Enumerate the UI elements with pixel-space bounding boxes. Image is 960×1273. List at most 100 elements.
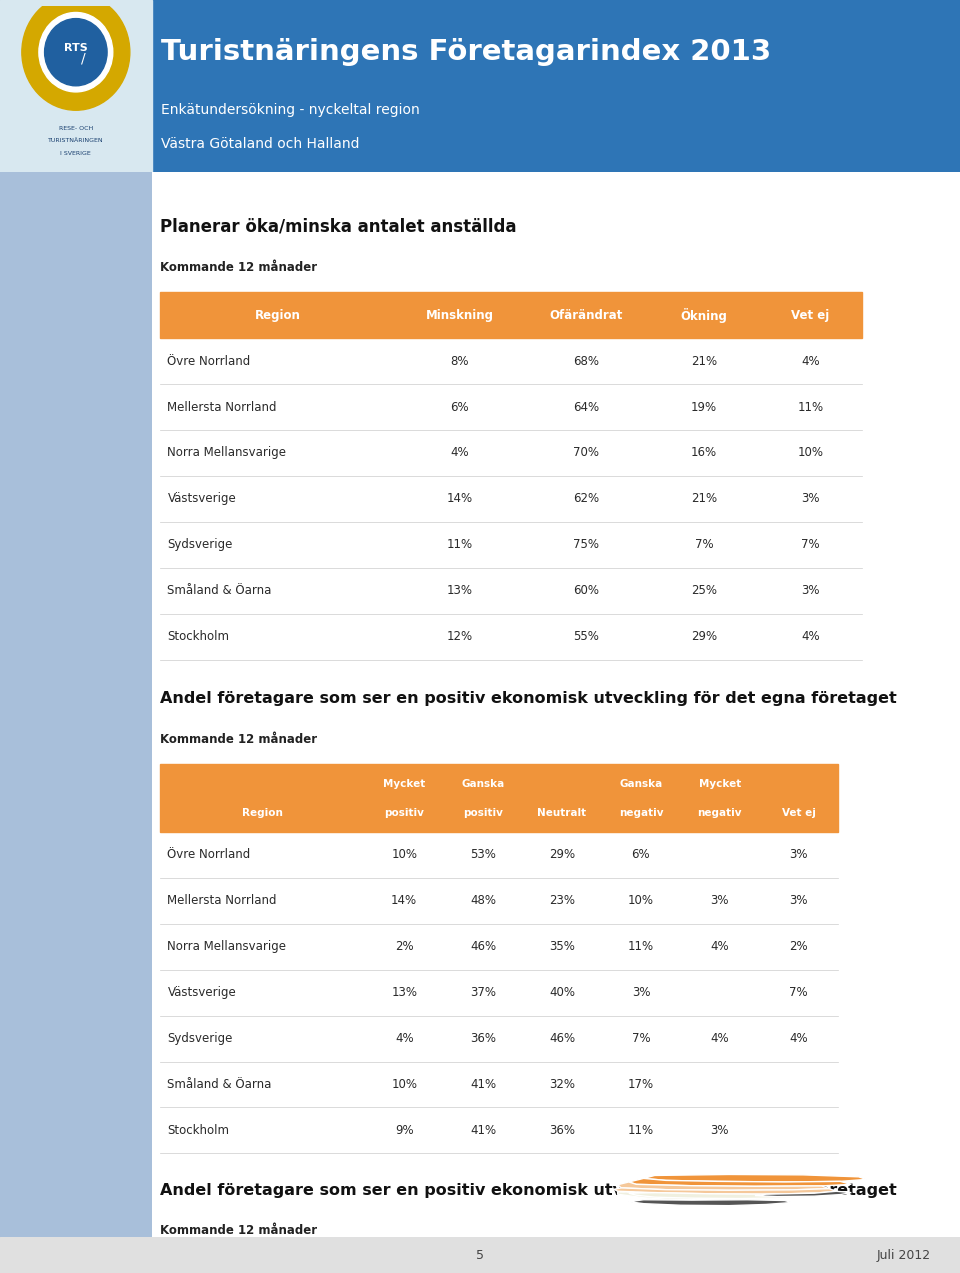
Text: Ofärändrat: Ofärändrat — [549, 308, 622, 322]
Text: Västra Götaland och Halland: Västra Götaland och Halland — [161, 137, 360, 151]
Text: I SVERIGE: I SVERIGE — [60, 150, 91, 155]
Text: 14%: 14% — [446, 493, 472, 505]
Text: Övre Norrland: Övre Norrland — [159, 1258, 243, 1270]
Text: 14%: 14% — [391, 894, 418, 908]
Text: RTS: RTS — [64, 42, 87, 52]
Polygon shape — [629, 1193, 822, 1199]
Text: 46%: 46% — [549, 1032, 575, 1045]
Text: Mycket: Mycket — [383, 779, 425, 789]
Text: negativ: negativ — [618, 808, 663, 817]
Text: 46%: 46% — [470, 941, 496, 953]
Text: 9%: 9% — [395, 1124, 414, 1137]
Text: Turistnäringens Företagarindex 2013: Turistnäringens Företagarindex 2013 — [161, 38, 772, 66]
Bar — [152, 0, 960, 172]
Text: 41%: 41% — [470, 1078, 496, 1091]
Text: Småland & Öarna: Småland & Öarna — [167, 584, 272, 597]
Text: Ganska: Ganska — [619, 779, 662, 789]
Text: 11%: 11% — [628, 941, 654, 953]
Text: 3%: 3% — [710, 894, 729, 908]
Text: 55%: 55% — [573, 630, 599, 643]
Text: 13%: 13% — [446, 584, 472, 597]
Text: 4%: 4% — [802, 630, 820, 643]
Text: 21%: 21% — [691, 493, 717, 505]
Text: Mellersta Norrland: Mellersta Norrland — [167, 894, 277, 908]
Text: Stockholm: Stockholm — [167, 630, 229, 643]
Text: positiv: positiv — [463, 808, 503, 817]
Text: 53%: 53% — [470, 848, 496, 862]
Text: 63%: 63% — [389, 1258, 415, 1270]
Text: 62%: 62% — [572, 493, 599, 505]
Text: 11%: 11% — [628, 1124, 654, 1137]
Text: Minskning: Minskning — [425, 308, 493, 322]
Text: Sydsverige: Sydsverige — [167, 538, 233, 551]
Text: Vet ej: Vet ej — [781, 808, 816, 817]
Text: 70%: 70% — [573, 447, 599, 460]
Polygon shape — [755, 1192, 852, 1197]
Text: 4%: 4% — [789, 1032, 808, 1045]
Text: 4%: 4% — [450, 447, 468, 460]
Text: 35%: 35% — [549, 941, 575, 953]
Circle shape — [39, 13, 112, 92]
Text: 2%: 2% — [395, 941, 414, 953]
Text: 48%: 48% — [470, 894, 496, 908]
Text: Norra Mellansvarige: Norra Mellansvarige — [167, 447, 286, 460]
Text: Västsverige: Västsverige — [167, 493, 236, 505]
Polygon shape — [629, 1199, 792, 1206]
Polygon shape — [617, 1192, 703, 1199]
Text: 29%: 29% — [691, 630, 717, 643]
Text: 4%: 4% — [802, 355, 820, 368]
Text: positiv: positiv — [384, 808, 424, 817]
Text: 29%: 29% — [549, 848, 575, 862]
Text: 3%: 3% — [802, 493, 820, 505]
Text: Region: Region — [255, 308, 300, 322]
Text: negativ: negativ — [698, 808, 742, 817]
Text: 7%: 7% — [789, 987, 808, 999]
Text: 13%: 13% — [391, 987, 418, 999]
Text: Mycket: Mycket — [699, 779, 741, 789]
Polygon shape — [629, 1179, 852, 1186]
Text: Stockholm: Stockholm — [167, 1124, 229, 1137]
Text: Region: Region — [242, 808, 282, 817]
Text: Andel företagare som ser en positiv ekonomisk utveckling för det egna företaget: Andel företagare som ser en positiv ekon… — [159, 691, 897, 707]
Text: 64%: 64% — [572, 401, 599, 414]
Text: Norra Mellansvarige: Norra Mellansvarige — [167, 941, 286, 953]
Text: 10%: 10% — [391, 1078, 418, 1091]
Text: Ökning: Ökning — [681, 308, 728, 322]
Text: 10%: 10% — [391, 848, 418, 862]
Text: 23%: 23% — [549, 894, 575, 908]
Text: 4%: 4% — [710, 1032, 730, 1045]
Text: Småland & Öarna: Småland & Öarna — [167, 1078, 272, 1091]
Text: 3%: 3% — [802, 584, 820, 597]
Text: Övre Norrland: Övre Norrland — [167, 848, 251, 862]
Text: 60%: 60% — [573, 584, 599, 597]
Text: 21%: 21% — [691, 355, 717, 368]
Text: /: / — [81, 51, 85, 65]
Text: 8%: 8% — [450, 355, 468, 368]
Text: 36%: 36% — [549, 1124, 575, 1137]
Text: Sydsverige: Sydsverige — [167, 1032, 233, 1045]
Text: 6%: 6% — [450, 401, 468, 414]
Text: 7%: 7% — [695, 538, 713, 551]
Text: 25%: 25% — [691, 584, 717, 597]
Text: 3%: 3% — [710, 1124, 729, 1137]
Text: 7%: 7% — [802, 538, 820, 551]
Text: 10%: 10% — [798, 447, 824, 460]
Text: Ganska: Ganska — [462, 779, 505, 789]
Text: RESE- OCH: RESE- OCH — [59, 126, 93, 131]
Text: Kommande 12 månader: Kommande 12 månader — [159, 733, 317, 746]
Bar — [0, 0, 152, 172]
Text: Kommande 12 månader: Kommande 12 månader — [159, 261, 317, 274]
Text: Planerar öka/minska antalet anställda: Planerar öka/minska antalet anställda — [159, 218, 516, 236]
Text: 7%: 7% — [632, 1032, 650, 1045]
Text: Neutralt: Neutralt — [538, 808, 587, 817]
Polygon shape — [614, 1188, 836, 1194]
Text: 17%: 17% — [628, 1078, 654, 1091]
Text: Enkätundersökning - nyckeltal region: Enkätundersökning - nyckeltal region — [161, 103, 420, 117]
Text: 3%: 3% — [632, 987, 650, 999]
Bar — [159, 293, 862, 339]
Text: 6%: 6% — [632, 848, 650, 862]
Text: 75%: 75% — [573, 538, 599, 551]
Text: 5: 5 — [476, 1249, 484, 1262]
Text: 16%: 16% — [691, 447, 717, 460]
Text: Andel företagare som ser en positiv ekonomisk utveckling för det egna företaget: Andel företagare som ser en positiv ekon… — [159, 1183, 897, 1198]
